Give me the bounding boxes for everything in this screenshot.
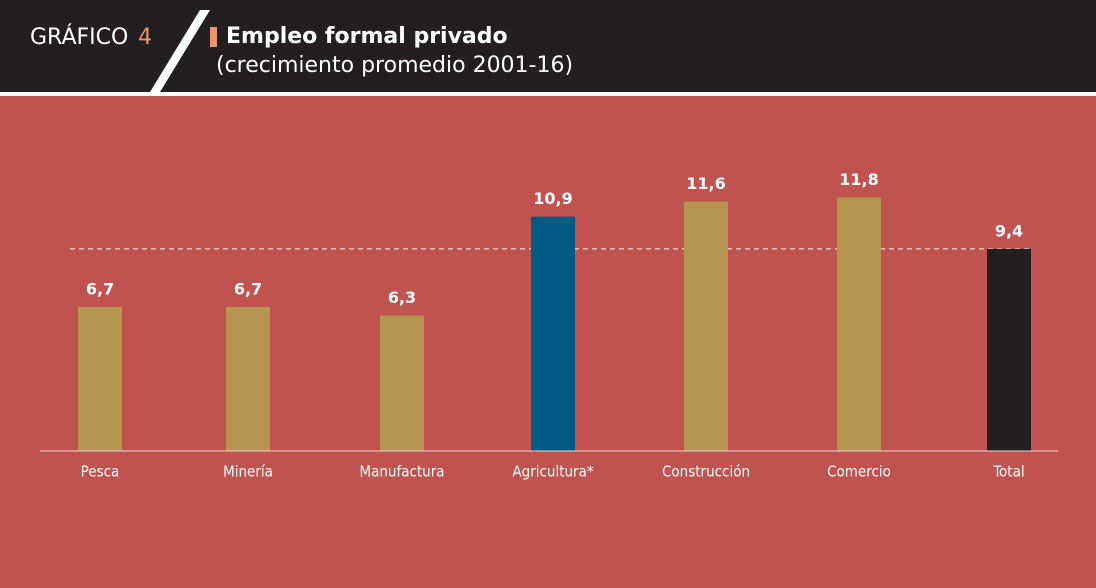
bar (837, 197, 881, 451)
bar (226, 306, 270, 451)
value-label: 9,4 (995, 221, 1023, 240)
x-tick-label: Construcción (662, 463, 750, 481)
bar (78, 306, 122, 451)
bar (380, 315, 424, 451)
chart-title: Empleo formal privado (226, 24, 508, 49)
title-marker (210, 27, 217, 47)
header-slash (150, 10, 210, 92)
chart-number: 4 (138, 25, 152, 50)
value-label: 11,8 (839, 170, 878, 189)
bar (684, 201, 728, 451)
bar (531, 216, 575, 451)
x-tick-label: Manufactura (359, 463, 444, 481)
value-label: 10,9 (533, 189, 572, 208)
value-label: 6,3 (388, 288, 416, 307)
x-tick-label: Total (992, 463, 1024, 481)
x-tick-label: Agricultura* (512, 463, 593, 481)
bar (987, 248, 1031, 451)
chart-subtitle: (crecimiento promedio 2001-16) (216, 53, 573, 78)
chart-label: GRÁFICO (30, 24, 128, 50)
value-label: 11,6 (686, 174, 725, 193)
value-label: 6,7 (234, 279, 262, 298)
x-tick-label: Minería (223, 463, 273, 481)
x-tick-label: Pesca (81, 463, 120, 481)
value-label: 6,7 (86, 279, 114, 298)
x-tick-label: Comercio (827, 463, 891, 481)
